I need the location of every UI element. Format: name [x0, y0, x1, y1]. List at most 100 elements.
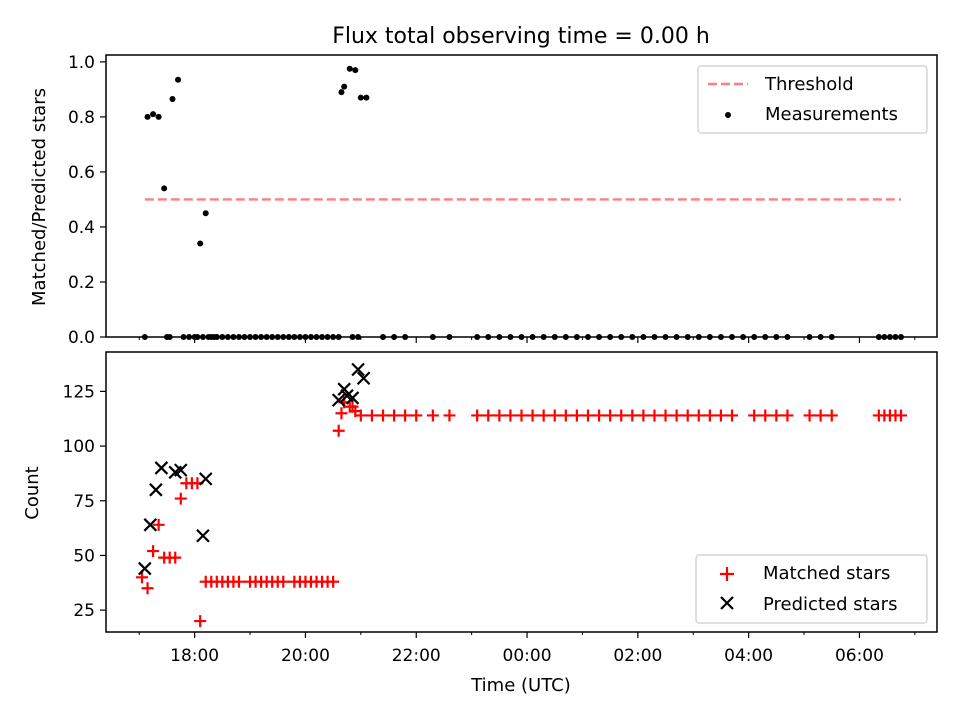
- predicted-stars-legend-marker: [720, 596, 734, 610]
- top-legend: Threshold Measurements: [697, 65, 928, 134]
- bottom-y-tick-label: 25: [73, 601, 95, 621]
- matched-star-point: [670, 409, 683, 422]
- matched-star-point: [759, 409, 772, 422]
- matched-star-point: [277, 575, 290, 588]
- matched-star-point: [770, 409, 783, 422]
- x-tick-label: 02:00: [613, 646, 662, 666]
- matched-star-point: [141, 582, 154, 595]
- predicted-star-point: [345, 391, 360, 405]
- matched-star-point: [232, 575, 245, 588]
- matched-star-point: [537, 409, 550, 422]
- measurement-point: [202, 210, 209, 217]
- measurement-point: [346, 65, 353, 72]
- predicted-star-point: [138, 561, 152, 576]
- matched-star-point: [136, 571, 149, 584]
- top-y-tick-label: 0.4: [68, 218, 95, 238]
- bottom-y-tick-label: 75: [73, 492, 95, 512]
- matched-star-point: [169, 551, 182, 564]
- measurement-point: [150, 111, 157, 118]
- top-y-tick-label: 0.8: [68, 108, 95, 128]
- top-y-tick-label: 0.2: [68, 273, 95, 293]
- matched-star-point: [570, 409, 583, 422]
- matched-stars-legend-marker: [720, 567, 734, 581]
- measurement-point: [197, 240, 204, 247]
- top-y-axis-label: Matched/Predicted stars: [29, 88, 50, 306]
- measurement-point: [144, 113, 151, 120]
- predicted-stars-legend-label: Predicted stars: [763, 594, 897, 615]
- matched-star-point: [548, 409, 561, 422]
- matched-star-point: [581, 409, 594, 422]
- top-ticks: 0.0 0.2 0.4 0.6 0.8 1.0: [68, 53, 916, 348]
- chart-title: Flux total observing time = 0.00 h: [332, 24, 710, 49]
- measurement-point: [169, 96, 176, 103]
- matched-star-point: [388, 409, 401, 422]
- matched-star-point: [748, 409, 761, 422]
- threshold-legend-label: Threshold: [764, 74, 854, 95]
- predicted-star-point: [143, 518, 158, 532]
- top-y-tick-label: 0.0: [68, 328, 95, 348]
- matched-star-point: [703, 409, 716, 422]
- top-y-tick-label: 0.6: [68, 163, 95, 183]
- bottom-legend-box: [695, 554, 928, 624]
- measurement-point: [357, 94, 364, 101]
- matched-star-point: [410, 409, 423, 422]
- matched-star-point: [637, 409, 650, 422]
- matched-star-point: [335, 407, 348, 420]
- bottom-data-layer: [136, 362, 907, 628]
- matched-star-point: [493, 409, 506, 422]
- bottom-panel: 25 50 75 100 125 18:00 20:00 22:00 00:00 02:00 04:…: [22, 351, 938, 696]
- matched-star-point: [681, 409, 694, 422]
- predicted-star-point: [174, 463, 188, 477]
- matched-star-point: [152, 518, 165, 531]
- matched-star-point: [174, 492, 187, 505]
- x-axis-label: Time (UTC): [470, 675, 571, 696]
- top-legend-box: [697, 65, 928, 134]
- bottom-y-tick-label: 50: [73, 546, 95, 566]
- matched-star-point: [648, 409, 661, 422]
- matched-star-point: [426, 409, 439, 422]
- x-tick-label: 00:00: [503, 646, 552, 666]
- matched-star-point: [354, 409, 367, 422]
- x-tick-label: 20:00: [281, 646, 330, 666]
- measurement-point: [161, 185, 168, 192]
- top-axes-frame: [105, 54, 938, 338]
- matched-star-point: [471, 409, 484, 422]
- predicted-star-point: [154, 461, 169, 475]
- bottom-legend: Matched stars Predicted stars: [695, 554, 928, 624]
- matched-star-point: [825, 409, 838, 422]
- measurement-point: [341, 83, 348, 90]
- bottom-ticks: 25 50 75 100 125 18:00 20:00 22:00 00:00 02:00 04:…: [63, 382, 916, 666]
- predicted-star-point: [356, 371, 371, 386]
- predicted-star-point: [196, 528, 210, 543]
- bottom-axes-frame: [105, 351, 938, 633]
- matched-star-point: [626, 409, 639, 422]
- bottom-y-tick-label: 125: [63, 382, 95, 402]
- bottom-y-tick-label: 100: [63, 437, 95, 457]
- matched-star-point: [377, 409, 389, 422]
- measurement-point: [155, 113, 162, 120]
- matched-star-point: [894, 409, 907, 422]
- bottom-y-axis-label: Count: [22, 466, 43, 519]
- measurements-legend-marker: [725, 112, 731, 118]
- predicted-star-point: [198, 472, 213, 486]
- matched-star-point: [604, 409, 617, 422]
- measurement-point: [363, 94, 370, 101]
- matched-star-point: [659, 409, 672, 422]
- predicted-star-point: [351, 362, 365, 377]
- matched-star-point: [726, 409, 739, 422]
- x-tick-label: 22:00: [392, 646, 441, 666]
- matched-star-point: [194, 615, 207, 628]
- matched-star-point: [504, 409, 517, 422]
- matched-star-point: [443, 409, 456, 422]
- measurement-point: [175, 76, 182, 83]
- matched-star-point: [515, 409, 528, 422]
- x-tick-label: 04:00: [724, 646, 773, 666]
- x-tick-label: 18:00: [170, 646, 219, 666]
- matched-star-point: [147, 545, 160, 558]
- x-tick-label: 06:00: [835, 646, 884, 666]
- matched-star-point: [327, 575, 340, 588]
- measurements-legend-label: Measurements: [765, 104, 898, 125]
- measurement-point: [338, 89, 345, 96]
- matched-star-point: [526, 409, 539, 422]
